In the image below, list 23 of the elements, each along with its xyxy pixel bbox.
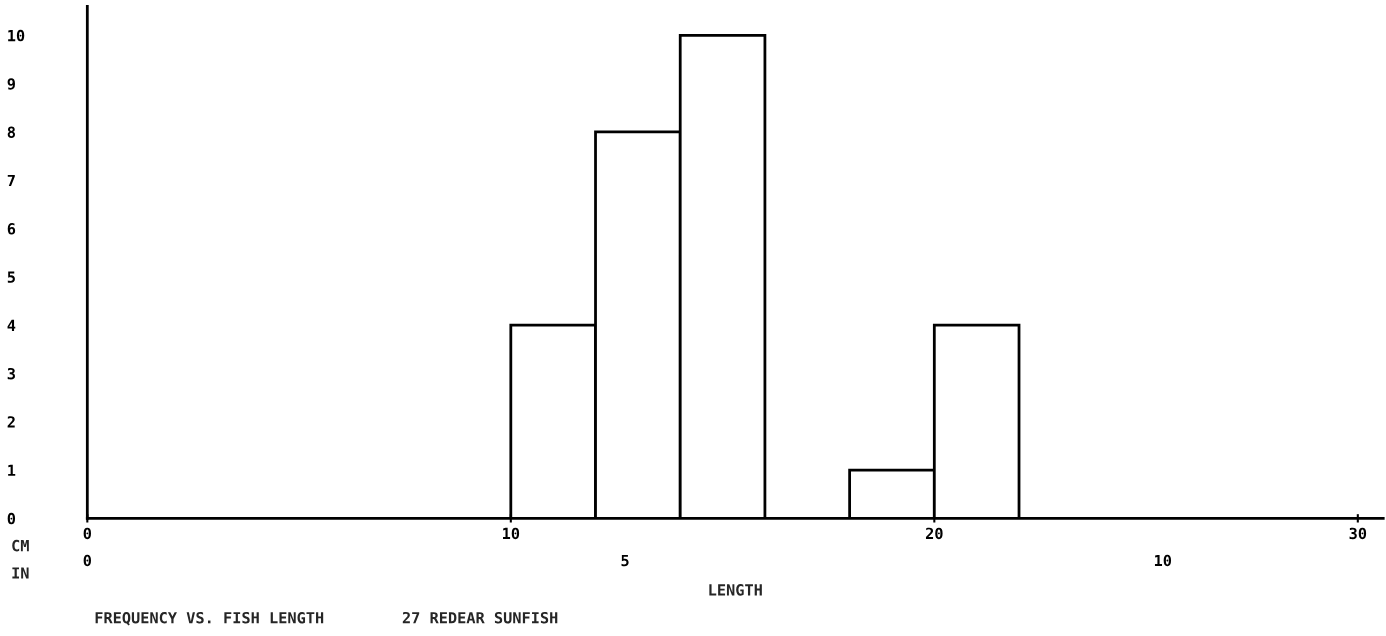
x-axis-title: LENGTH <box>709 584 762 596</box>
y-tick-label: 9 <box>7 78 15 90</box>
text: FREQUENCY VS. FISH LENGTH <box>95 611 324 626</box>
x2-tick-label: 0 <box>83 554 91 567</box>
text: CM <box>12 539 29 552</box>
y-tick-label: 7 <box>7 174 15 187</box>
y-tick-label: 0 <box>7 512 16 525</box>
x2-tick-label: 10 <box>1154 554 1172 567</box>
y-tick-label: 1 <box>8 464 16 476</box>
y-tick-label: 8 <box>7 126 15 138</box>
x-tick-label: 20 <box>925 527 943 540</box>
y-tick-label: 2 <box>7 416 15 428</box>
y-tick-label: 10 <box>8 29 25 42</box>
text: IN <box>12 567 29 579</box>
text: 27 REDEAR SUNFISH <box>402 611 558 624</box>
x-tick-label: 0 <box>83 527 91 540</box>
y-tick-label: 3 <box>7 367 15 380</box>
x2-tick-label: 5 <box>621 554 629 567</box>
y-tick-label: 4 <box>7 319 16 331</box>
x-tick-label: 10 <box>503 527 520 540</box>
y-tick-label: 6 <box>7 223 16 235</box>
x-tick-label: 30 <box>1349 527 1367 540</box>
y-tick-label: 5 <box>7 271 15 283</box>
